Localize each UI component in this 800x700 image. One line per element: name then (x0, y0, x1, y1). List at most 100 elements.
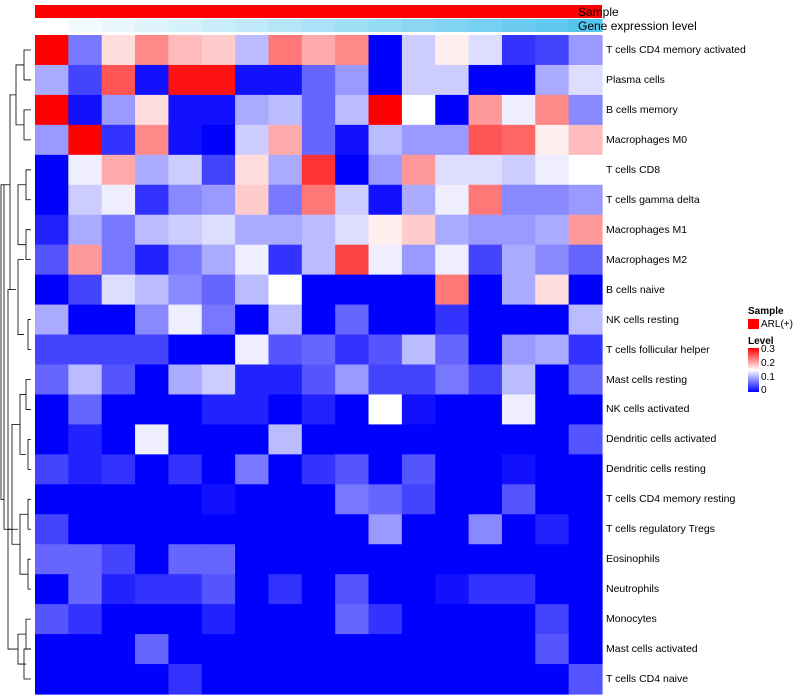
dendrogram-branch (23, 109, 31, 141)
heatmap-cell (501, 514, 536, 545)
heatmap-cell (435, 484, 470, 515)
heatmap-cell (168, 334, 203, 366)
row-label: Dendritic cells resting (606, 463, 706, 476)
heatmap-cell (135, 574, 170, 605)
heatmap-cell (568, 544, 603, 575)
heatmap-cell (101, 334, 136, 366)
heatmap-cell (535, 94, 570, 126)
heatmap-cell (301, 634, 336, 665)
dendrogram-branch (27, 558, 31, 590)
heatmap-cell (501, 274, 536, 306)
annotation-cell-expression (535, 19, 570, 32)
heatmap-cell (168, 304, 203, 336)
heatmap-cell (201, 364, 236, 396)
annotation-cell-expression (401, 19, 436, 32)
annotation-cell-expression (35, 19, 69, 32)
heatmap-cell (68, 154, 103, 186)
heatmap-cell (101, 35, 136, 66)
heatmap-cell (168, 274, 203, 306)
heatmap-cell (401, 334, 436, 366)
heatmap-cell (501, 394, 536, 425)
heatmap-cell (435, 244, 470, 276)
heatmap-cell (535, 604, 570, 635)
heatmap-cell (468, 364, 503, 396)
heatmap-cell (68, 544, 103, 575)
heatmap-cell (235, 184, 270, 216)
dendrogram-branch (27, 438, 31, 470)
heatmap-cell (68, 484, 103, 515)
heatmap-cell (568, 304, 603, 336)
heatmap-cell (68, 274, 103, 306)
heatmap-cell (235, 94, 270, 126)
heatmap-cell (135, 664, 170, 695)
annotation-cell-expression (235, 19, 270, 32)
heatmap-cell (301, 64, 336, 96)
heatmap-cell (501, 484, 536, 515)
heatmap-cell (335, 154, 370, 186)
heatmap-cells (35, 35, 603, 695)
heatmap-cell (401, 274, 436, 306)
heatmap-cell (68, 394, 103, 425)
heatmap-cell (501, 604, 536, 635)
heatmap-cell (435, 604, 470, 635)
heatmap-cell (468, 424, 503, 455)
heatmap-cell (535, 244, 570, 276)
annotation-label-sample: Sample (578, 5, 619, 19)
heatmap-cell (468, 454, 503, 485)
heatmap-cell (501, 244, 536, 276)
heatmap-cell (235, 544, 270, 575)
heatmap-cell (368, 214, 403, 246)
heatmap-cell (235, 484, 270, 515)
heatmap-cell (468, 634, 503, 665)
dendrogram-branch (3, 184, 10, 530)
heatmap-cell (535, 184, 570, 216)
row-label: Mast cells activated (606, 643, 698, 656)
dendrogram-branch (7, 289, 12, 530)
heatmap-cell (401, 514, 436, 545)
heatmap-cell (268, 64, 303, 96)
row-label: Macrophages M0 (606, 133, 688, 146)
heatmap-cell (335, 484, 370, 515)
dendrogram-branch (17, 184, 26, 246)
heatmap-cell (35, 574, 69, 605)
heatmap-cell (101, 214, 136, 246)
row-label: T cells CD8 (606, 163, 661, 176)
dendrogram-branch (25, 229, 31, 261)
heatmap-cell (368, 604, 403, 635)
heatmap-cell (101, 514, 136, 545)
heatmap-cell (35, 35, 69, 66)
heatmap-cell (501, 94, 536, 126)
heatmap-cell (301, 244, 336, 276)
heatmap-cell (35, 214, 69, 246)
heatmap-cell (101, 304, 136, 336)
heatmap-cell (101, 484, 136, 515)
heatmap-cell (235, 304, 270, 336)
heatmap-cell (568, 184, 603, 216)
annotation-cell-expression (101, 19, 136, 32)
column-annotations (35, 5, 603, 32)
heatmap-cell (468, 604, 503, 635)
heatmap-cell (268, 214, 303, 246)
annotation-cell-expression (201, 19, 236, 32)
heatmap-cell (201, 64, 236, 96)
heatmap-cell (335, 634, 370, 665)
heatmap-cell (401, 454, 436, 485)
legend-tick-0.3: 0.3 (761, 344, 775, 355)
heatmap-cell (301, 394, 336, 425)
heatmap-cell (468, 514, 503, 545)
dendrogram-branch (11, 424, 20, 545)
heatmap-cell (501, 334, 536, 366)
heatmap-cell (68, 94, 103, 126)
heatmap-cell (201, 184, 236, 216)
heatmap-cell (535, 334, 570, 366)
heatmap-cell (235, 424, 270, 455)
row-label: Eosinophils (606, 553, 660, 566)
heatmap-cell (168, 124, 203, 156)
heatmap-cell (501, 64, 536, 96)
legend-tick-0: 0 (761, 385, 767, 396)
row-label: B cells naive (606, 283, 665, 296)
heatmap-cell (35, 364, 69, 396)
heatmap-cell (268, 274, 303, 306)
heatmap-cell (201, 424, 236, 455)
heatmap-cell (335, 184, 370, 216)
